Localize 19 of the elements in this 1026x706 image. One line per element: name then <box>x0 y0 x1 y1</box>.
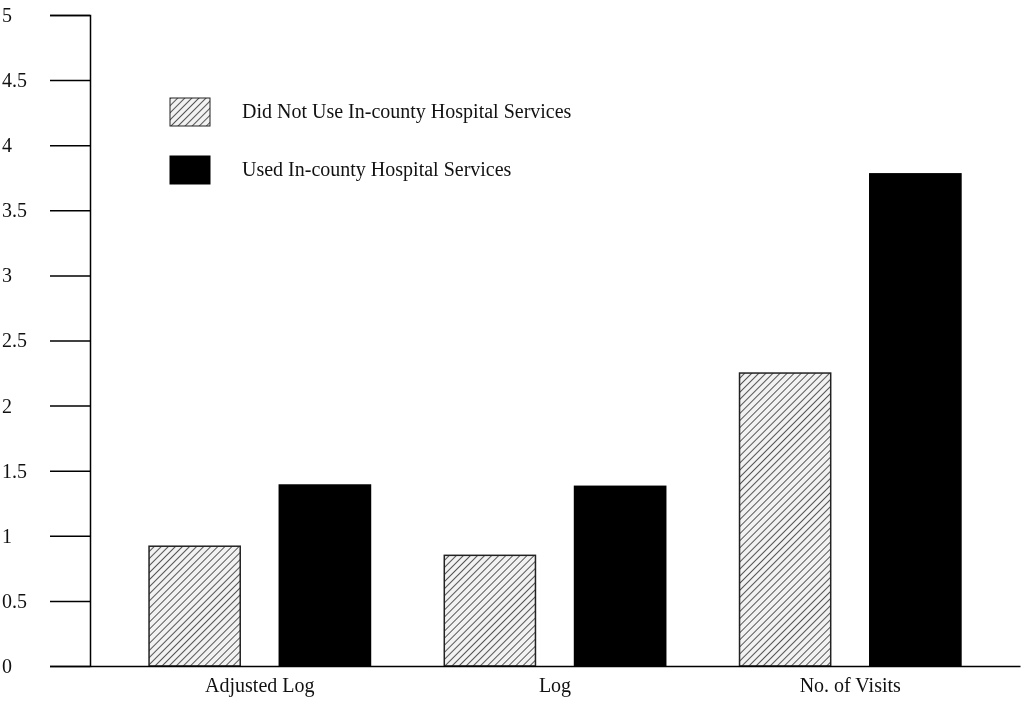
y-tick-label: 5 <box>2 3 12 26</box>
x-tick-label: Adjusted Log <box>205 674 315 698</box>
legend-label: Used In-county Hospital Services <box>242 158 512 181</box>
bar <box>443 554 537 667</box>
y-tick-label: 4 <box>2 134 12 157</box>
x-tick-label: No. of Visits <box>799 674 902 697</box>
y-tick-label: 3 <box>2 264 12 287</box>
y-tick-label: 2.5 <box>2 329 27 352</box>
y-tick-label: 1.5 <box>2 459 27 482</box>
y-tick-label: 0.5 <box>2 589 27 612</box>
bar <box>738 372 832 667</box>
bar <box>148 545 241 667</box>
y-tick-label: 2 <box>2 394 12 417</box>
x-tick-label: Log <box>538 674 572 698</box>
y-tick-label: 4.5 <box>2 69 27 91</box>
legend-label: Did Not Use In-county Hospital Services <box>242 100 572 123</box>
y-tick-label: 3.5 <box>2 199 27 222</box>
y-tick-label: 0 <box>2 654 12 677</box>
y-tick-label: 1 <box>2 524 12 547</box>
